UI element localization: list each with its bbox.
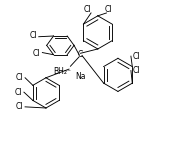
Text: Cl: Cl (105, 5, 112, 14)
Text: Cl: Cl (14, 88, 22, 97)
Text: Na: Na (75, 72, 86, 81)
Text: Cl: Cl (15, 102, 23, 111)
Text: Cl: Cl (15, 73, 23, 82)
Text: Cl: Cl (33, 50, 40, 58)
Text: BH₂⁻: BH₂⁻ (54, 67, 72, 76)
Text: Cl: Cl (29, 31, 37, 40)
Text: C: C (78, 50, 83, 59)
Text: Cl: Cl (133, 66, 140, 75)
Text: Cl: Cl (133, 52, 140, 61)
Text: Cl: Cl (84, 5, 92, 14)
